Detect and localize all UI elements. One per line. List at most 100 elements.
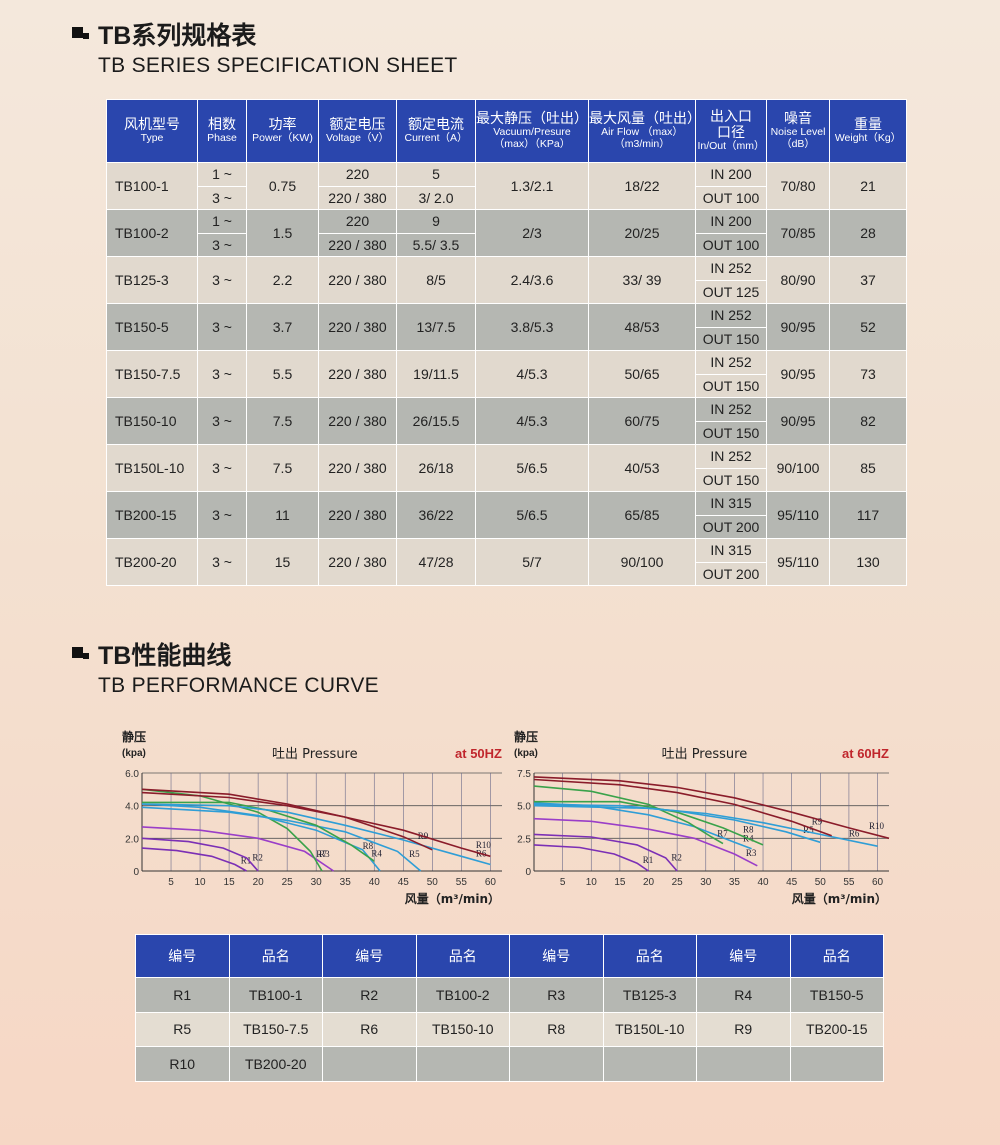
legend-model: [789, 1046, 884, 1082]
legend-code: [696, 1046, 791, 1082]
curve-r8: [142, 801, 375, 862]
y-axis-unit: (kpa): [514, 748, 538, 759]
legend-header-cell: 编号: [322, 934, 417, 978]
spec-header-en: （m3/min）: [614, 137, 670, 150]
curve-label: R7: [316, 849, 327, 859]
spec-power: 1.5: [246, 209, 319, 257]
legend-model: TB150-5: [789, 977, 884, 1013]
spec-voltage: 220 / 380: [318, 256, 397, 304]
spec-voltage: 220: [318, 209, 397, 234]
spec-airflow: 48/53: [588, 303, 696, 351]
x-axis-label: 风量（m³/min）: [792, 891, 887, 906]
curve-label: R10: [476, 840, 492, 850]
spec-header-cell: 出入口 口径 In/Out（mm）: [695, 99, 767, 163]
y-tick-label: 5.0: [517, 802, 531, 813]
spec-header-cell: 重量 Weight（Kg）: [829, 99, 907, 163]
spec-header-en: （dB）: [781, 137, 815, 150]
spec-pressure: 2.4/3.6: [475, 256, 589, 304]
spec-header-en: Phase: [207, 131, 237, 144]
spec-outlet: OUT 150: [695, 467, 767, 492]
y-axis-unit: (kpa): [122, 748, 146, 759]
spec-phase: 3 ~: [197, 256, 247, 304]
curve-label: R10: [869, 821, 885, 831]
x-tick-label: 5: [168, 877, 174, 888]
legend-row: R1 TB100-1 R2 TB100-2 R3 TB125-3 R4 TB150-5: [135, 977, 884, 1013]
spec-header-en: （max）（KPa）: [493, 137, 571, 150]
spec-row: TB200-15 3 ~11 220 / 380 36/22 5/6.5 65/85 IN …: [106, 491, 907, 539]
spec-current: 9: [396, 209, 476, 234]
spec-header-cn: 噪音: [784, 110, 812, 127]
spec-header-cell: 相数 Phase: [197, 99, 247, 163]
spec-current: 19/11.5: [396, 350, 476, 398]
spec-header-en: Power（KW): [252, 131, 313, 144]
spec-airflow: 65/85: [588, 491, 696, 539]
x-tick-label: 45: [786, 877, 798, 888]
spec-phase: 3 ~: [197, 350, 247, 398]
spec-voltage: 220 / 380: [318, 491, 397, 539]
spec-header-en: Current（A）: [404, 131, 468, 144]
spec-voltage: 220 / 380: [318, 303, 397, 351]
curve-title-cn: TB性能曲线: [98, 642, 232, 670]
spec-phase: 3 ~: [197, 185, 247, 210]
curve-r9: [141, 788, 433, 851]
spec-row: TB200-20 3 ~15 220 / 380 47/28 5/7 90/100 IN 3…: [106, 538, 907, 586]
spec-outlet: OUT 100: [695, 232, 767, 257]
x-tick-label: 35: [340, 877, 352, 888]
curve-label: R8: [743, 824, 754, 834]
x-tick-label: 25: [672, 877, 684, 888]
spec-title-cn-row: TB系列规格表: [72, 20, 458, 50]
x-axis-label: 风量（m³/min）: [405, 891, 500, 906]
square-bullet-icon: [72, 644, 92, 664]
curve-label: R7: [717, 828, 728, 838]
x-tick-label: 50: [427, 877, 439, 888]
legend-model: TB100-2: [415, 977, 510, 1013]
spec-noise: 80/90: [766, 256, 830, 304]
legend-code: R5: [135, 1011, 230, 1047]
y-axis-label: 静压: [514, 729, 538, 744]
x-tick-label: 30: [700, 877, 712, 888]
spec-phase: 3 ~: [197, 232, 247, 257]
spec-power: 7.5: [246, 444, 319, 492]
spec-weight: 21: [829, 162, 907, 210]
spec-header-en: Voltage（V）: [325, 131, 390, 144]
legend-code: R3: [509, 977, 604, 1013]
spec-inlet: IN 252: [695, 397, 767, 422]
y-tick-label: 0: [525, 867, 531, 878]
spec-pressure: 5/6.5: [475, 444, 589, 492]
curve-r1: [141, 847, 247, 872]
spec-phase: 3 ~: [197, 303, 247, 351]
spec-noise: 95/110: [766, 538, 830, 586]
chart-60hz: 静压 (kpa) 吐出 Pressure at 60HZ 0 2.5 5.0 7.5 5 10 15…: [510, 728, 895, 913]
spec-outlet: OUT 150: [695, 420, 767, 445]
legend-header-cell: 品名: [228, 934, 323, 978]
spec-header-en: In/Out（mm）: [697, 139, 765, 152]
spec-header-cn: 重量: [854, 116, 882, 133]
spec-phase: 3 ~: [197, 444, 247, 492]
legend-header-cell: 编号: [509, 934, 604, 978]
spec-weight: 130: [829, 538, 907, 586]
spec-inlet: IN 315: [695, 491, 767, 516]
spec-current: 5.5/ 3.5: [396, 232, 476, 257]
x-tick-label: 30: [311, 877, 323, 888]
spec-voltage: 220 / 380: [318, 350, 397, 398]
y-tick-label: 4.0: [125, 802, 139, 813]
spec-phase: 3 ~: [197, 538, 247, 586]
legend-header-cell: 品名: [415, 934, 510, 978]
spec-row-sub: OUT 150: [107, 326, 907, 351]
curve-r2: [533, 833, 678, 872]
curve-label: R2: [671, 852, 682, 862]
legend-row: R5 TB150-7.5 R6 TB150-10 R8 TB150L-10 R9 TB200-…: [135, 1011, 884, 1047]
spec-airflow: 40/53: [588, 444, 696, 492]
x-tick-label: 20: [643, 877, 655, 888]
spec-pressure: 5/7: [475, 538, 589, 586]
x-tick-label: 50: [815, 877, 827, 888]
spec-noise: 95/110: [766, 491, 830, 539]
spec-row-sub: 3 ~ 220 / 380 5.5/ 3.5 OUT 100: [107, 232, 907, 257]
curve-r4: [141, 803, 381, 872]
spec-inlet: IN 252: [695, 444, 767, 469]
spec-row-sub: OUT 200: [107, 561, 907, 586]
spec-type: TB125-3: [106, 256, 198, 304]
spec-inlet: IN 200: [695, 162, 767, 187]
spec-current: 3/ 2.0: [396, 185, 476, 210]
legend-model: TB150-7.5: [228, 1011, 323, 1047]
